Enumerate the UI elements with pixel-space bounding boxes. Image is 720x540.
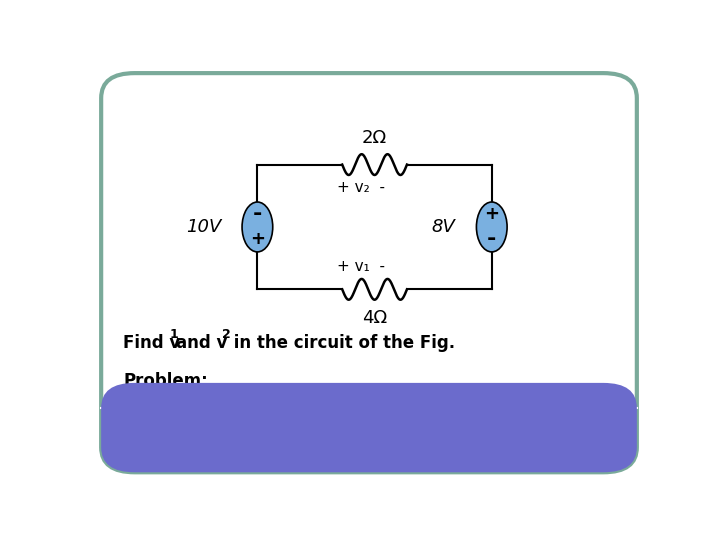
Ellipse shape bbox=[477, 202, 507, 252]
Text: 8V: 8V bbox=[431, 218, 456, 236]
Text: Problem:: Problem: bbox=[124, 372, 208, 390]
Text: -: - bbox=[487, 228, 497, 248]
Text: 2: 2 bbox=[222, 328, 230, 341]
Text: 4Ω: 4Ω bbox=[362, 309, 387, 327]
Text: 1: 1 bbox=[169, 328, 178, 341]
Text: and v: and v bbox=[176, 334, 228, 353]
Text: Find v: Find v bbox=[124, 334, 181, 353]
Text: 2Ω: 2Ω bbox=[362, 129, 387, 146]
Text: +: + bbox=[485, 206, 499, 224]
Text: in the circuit of the Fig.: in the circuit of the Fig. bbox=[228, 334, 456, 353]
Text: +: + bbox=[250, 230, 265, 248]
Text: 10V: 10V bbox=[186, 218, 221, 236]
Text: -: - bbox=[253, 205, 262, 225]
Text: Kirchhoff’s Law: Kirchhoff’s Law bbox=[112, 425, 303, 449]
Text: + v₂  -: + v₂ - bbox=[337, 180, 384, 195]
Ellipse shape bbox=[242, 202, 273, 252]
Text: + v₁  -: + v₁ - bbox=[337, 259, 384, 274]
